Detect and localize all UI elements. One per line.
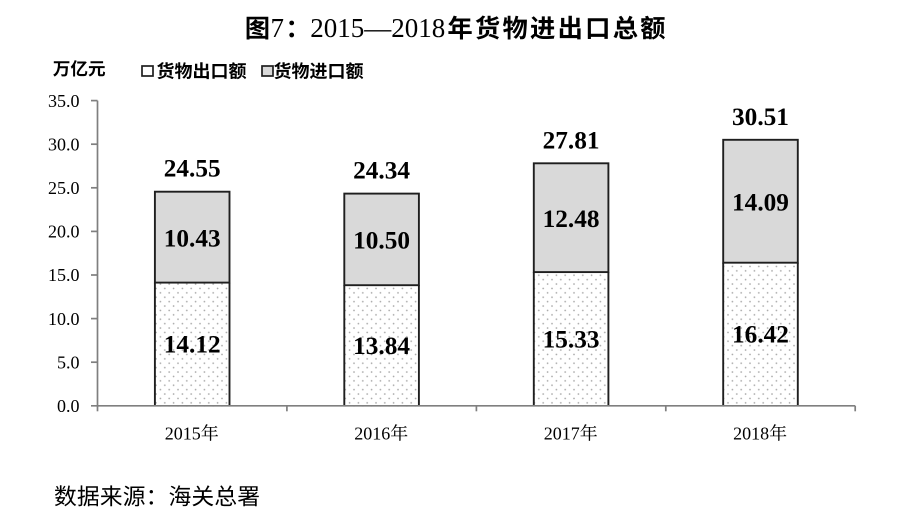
svg-text:2015—2018: 2015—2018 bbox=[310, 13, 445, 43]
svg-text:2018: 2018 bbox=[733, 424, 769, 444]
svg-text:10.0: 10.0 bbox=[48, 309, 80, 329]
svg-text:15.33: 15.33 bbox=[543, 325, 600, 353]
svg-text:16.42: 16.42 bbox=[732, 321, 789, 349]
svg-text:35.0: 35.0 bbox=[48, 91, 80, 111]
svg-text:30.51: 30.51 bbox=[732, 103, 789, 131]
svg-text:27.81: 27.81 bbox=[543, 126, 600, 154]
svg-text:5.0: 5.0 bbox=[57, 352, 80, 372]
svg-text:25.0: 25.0 bbox=[48, 178, 80, 198]
svg-text:10.43: 10.43 bbox=[164, 224, 221, 252]
svg-text:20.0: 20.0 bbox=[48, 222, 80, 242]
svg-text:24.34: 24.34 bbox=[353, 157, 410, 185]
svg-text:14.09: 14.09 bbox=[732, 188, 789, 216]
svg-text:10.50: 10.50 bbox=[353, 227, 410, 255]
svg-text:0.0: 0.0 bbox=[57, 396, 80, 416]
svg-text:2015: 2015 bbox=[165, 424, 201, 444]
svg-text:14.12: 14.12 bbox=[164, 331, 221, 359]
svg-text:2017: 2017 bbox=[544, 424, 580, 444]
svg-text:12.48: 12.48 bbox=[543, 205, 600, 233]
svg-text:15.0: 15.0 bbox=[48, 265, 80, 285]
svg-text:2016: 2016 bbox=[354, 424, 390, 444]
svg-text:13.84: 13.84 bbox=[353, 332, 410, 360]
svg-text:30.0: 30.0 bbox=[48, 134, 80, 154]
svg-text:24.55: 24.55 bbox=[164, 155, 221, 183]
svg-text:7: 7 bbox=[271, 13, 285, 43]
